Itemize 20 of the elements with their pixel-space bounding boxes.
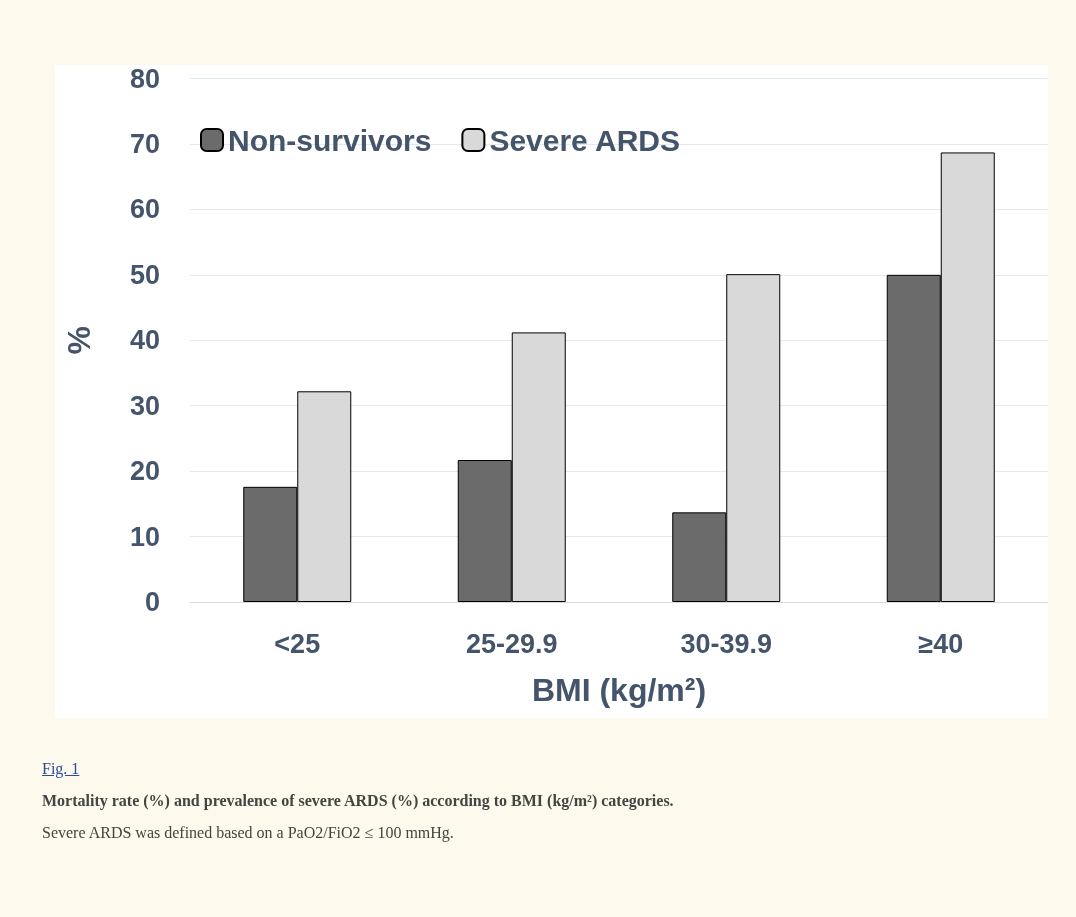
y-tick-label: 40 bbox=[129, 325, 160, 356]
caption: Fig. 1 bbox=[42, 760, 81, 778]
y-axis-title: % bbox=[61, 326, 97, 355]
legend-label: Non-survivors bbox=[228, 123, 432, 157]
y-tick-label: 80 bbox=[129, 63, 160, 94]
legend-label: Severe ARDS bbox=[489, 123, 681, 157]
x-tick-label: 30-39.9 bbox=[680, 628, 773, 659]
x-tick-label: 25-29.9 bbox=[465, 628, 558, 659]
x-axis-title: BMI (kg/m²) bbox=[531, 672, 707, 708]
y-tick-label: 10 bbox=[129, 521, 160, 552]
y-tick-label: 60 bbox=[129, 194, 160, 225]
text: Severe ARDS was defined based on a PaO2/FiO2 ≤ 100 mmHg. bbox=[42, 824, 455, 842]
y-tick-label: 50 bbox=[129, 259, 160, 290]
y-tick-label: 70 bbox=[129, 128, 160, 159]
x-tick-label: <25 bbox=[274, 628, 321, 659]
y-tick-label: 0 bbox=[144, 587, 160, 617]
y-tick-label: 30 bbox=[129, 390, 160, 421]
x-tick-label: ≥40 bbox=[918, 628, 964, 659]
y-tick-label: 20 bbox=[129, 456, 160, 487]
text: Mortality rate (%) and prevalence of severe ARDS (%) according to BMI (kg/m²) categories. bbox=[42, 792, 675, 810]
